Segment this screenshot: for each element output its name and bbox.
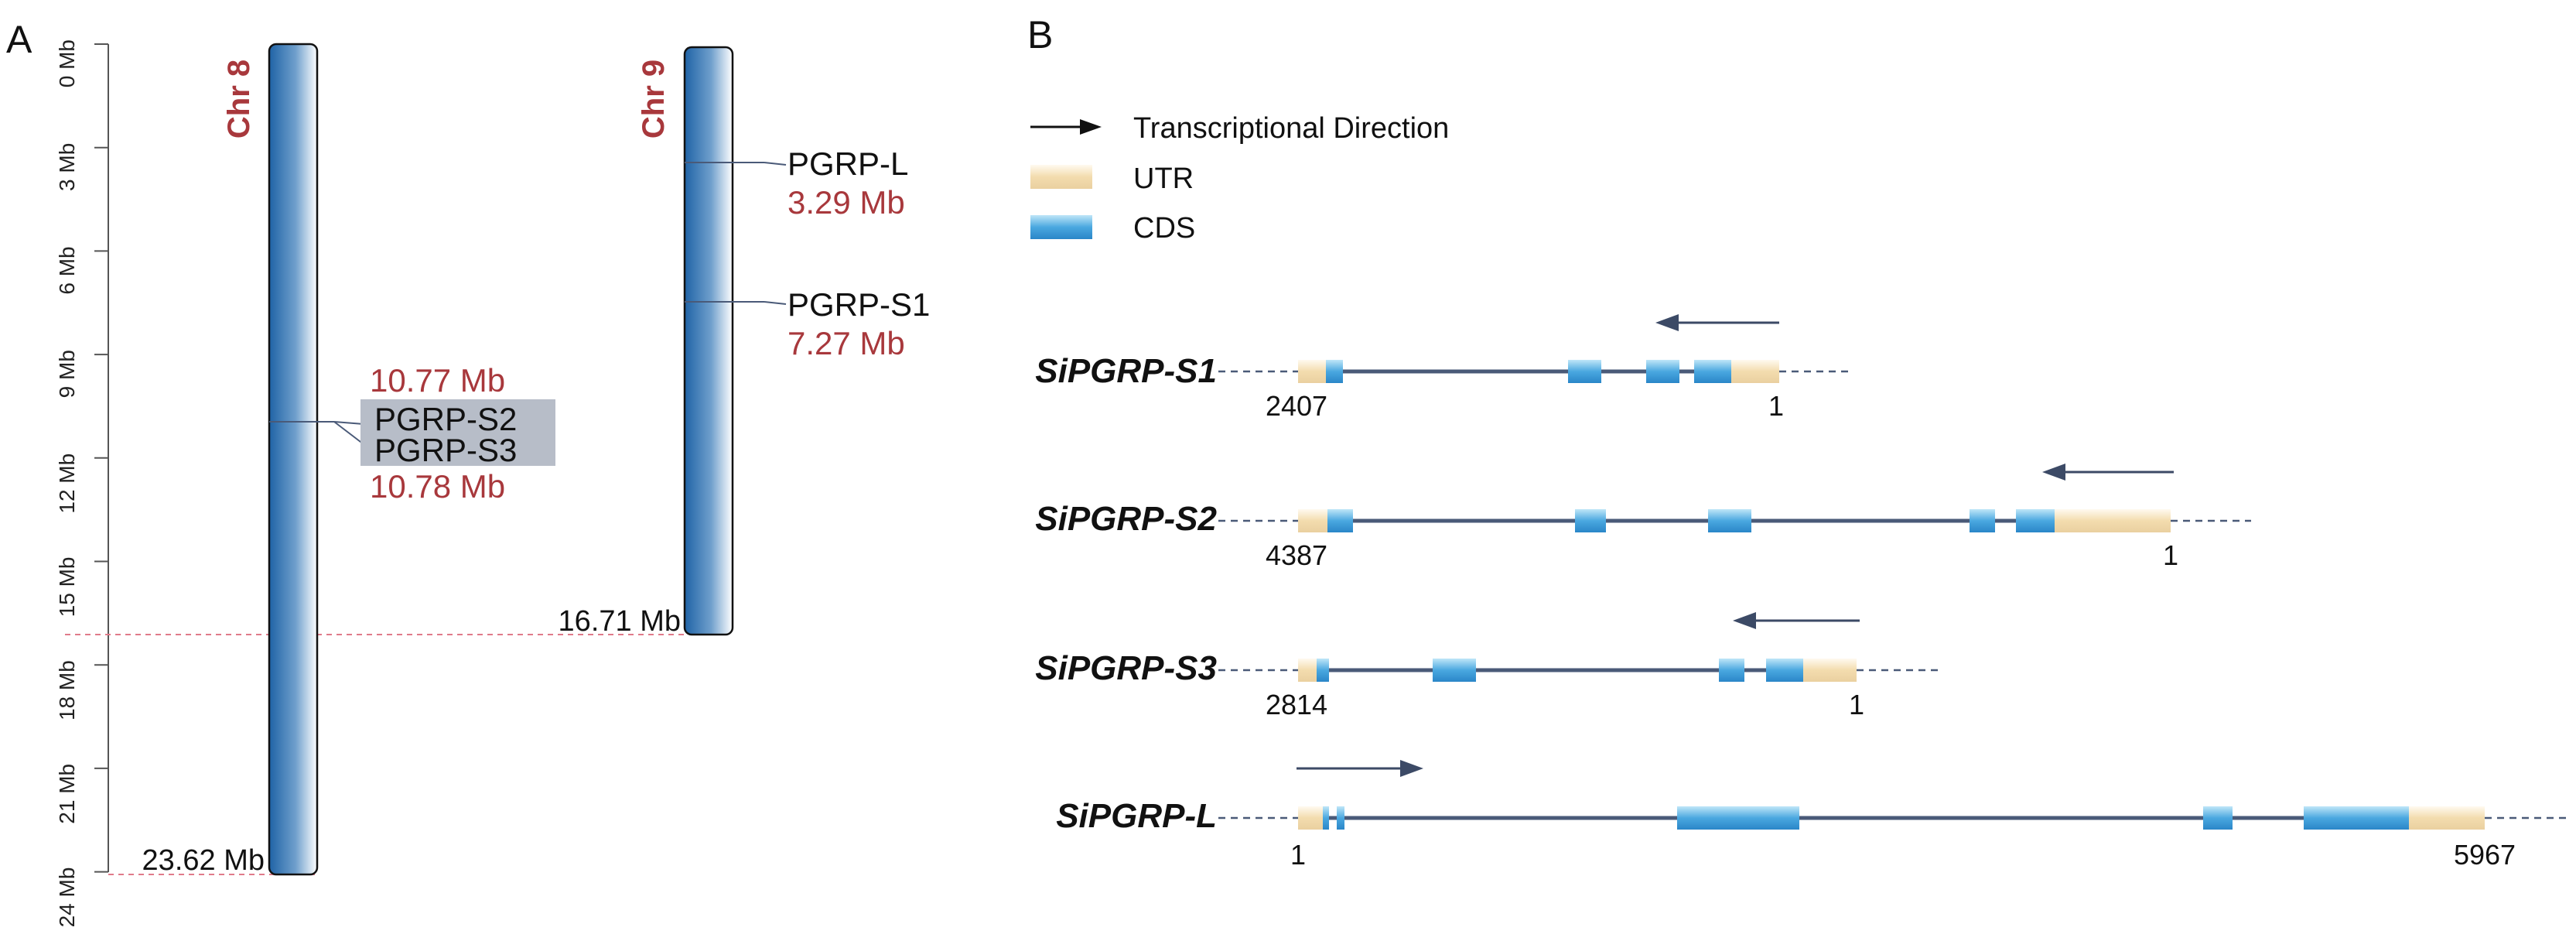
- axis-tick-label: 0 Mb: [55, 39, 79, 87]
- axis-tick-label: 21 Mb: [55, 764, 79, 824]
- chr9-label: Chr 9: [637, 60, 671, 139]
- gene-structure-sipgrp-s1: SiPGRP-S1 2407 1: [1035, 314, 1849, 422]
- end-coordinate: 5967: [2454, 839, 2516, 871]
- gene-position-label: 10.78 Mb: [370, 468, 505, 505]
- cds-block: [1970, 509, 1995, 532]
- cds-block: [1719, 659, 1744, 682]
- arrow-icon: [1080, 119, 1102, 135]
- utr-swatch: [1030, 165, 1092, 189]
- legend-label: Transcriptional Direction: [1133, 112, 1449, 145]
- utr-block: [1298, 360, 1326, 383]
- legend: Transcriptional Direction UTR CDS: [1030, 112, 1449, 245]
- cds-block: [1323, 806, 1329, 830]
- cds-block: [1433, 659, 1476, 682]
- legend-item-utr: UTR: [1030, 163, 1194, 195]
- chr8-bar: [268, 43, 319, 876]
- cds-block: [1317, 659, 1329, 682]
- gene-name-label: PGRP-L: [787, 145, 908, 182]
- cds-block: [1694, 360, 1731, 383]
- start-coordinate: 1: [1290, 839, 1306, 871]
- gene-structure-sipgrp-s3: SiPGRP-S3 2814 1: [1035, 612, 1940, 720]
- direction-arrow: [1400, 760, 1423, 777]
- chr9-bar: [683, 46, 734, 636]
- cds-block: [1568, 360, 1601, 383]
- gene-structure-sipgrp-l: SiPGRP-L 1 5967: [1056, 760, 2568, 871]
- start-coordinate: 2814: [1266, 689, 1327, 720]
- axis-tick-label: 24 Mb: [55, 867, 79, 928]
- gene-highlight-box: [360, 399, 555, 466]
- gene-position-label: 3.29 Mb: [787, 184, 905, 221]
- cds-block: [1327, 509, 1353, 532]
- gene-structure-name: SiPGRP-S2: [1035, 500, 1217, 538]
- cds-block: [1766, 659, 1803, 682]
- cds-swatch: [1030, 215, 1092, 239]
- gene-structure-name: SiPGRP-S1: [1035, 352, 1217, 390]
- direction-arrow: [1655, 314, 1679, 331]
- gene-name-label: PGRP-S2: [374, 401, 517, 437]
- cds-block: [1646, 360, 1679, 383]
- legend-item-cds: CDS: [1030, 212, 1195, 245]
- panel-b-label: B: [1027, 13, 1053, 56]
- gene-name-label: PGRP-S1: [787, 286, 930, 323]
- end-coordinate: 1: [1768, 390, 1784, 422]
- start-coordinate: 4387: [1266, 539, 1327, 571]
- axis-tick-label: 3 Mb: [55, 143, 79, 191]
- axis-tick-label: 12 Mb: [55, 453, 79, 514]
- utr-block: [1731, 360, 1779, 383]
- chr9-gene-callout-pgrp-s1: PGRP-S1 7.27 Mb: [685, 286, 930, 361]
- chromosome-chr8: Chr 8 23.62 Mb: [142, 43, 319, 877]
- cds-block: [1575, 509, 1606, 532]
- utr-block: [1298, 509, 1327, 532]
- axis-tick-label: 15 Mb: [55, 557, 79, 618]
- cds-block: [2304, 806, 2409, 830]
- start-coordinate: 2407: [1266, 390, 1327, 422]
- end-coordinate: 1: [2163, 539, 2178, 571]
- gene-position-label: 10.77 Mb: [370, 362, 505, 399]
- utr-block: [1803, 659, 1857, 682]
- gene-structure-name: SiPGRP-S3: [1035, 649, 1217, 687]
- utr-block: [1298, 806, 1323, 830]
- chr9-gene-callout-pgrp-l: PGRP-L 3.29 Mb: [685, 145, 908, 221]
- direction-arrow: [1733, 612, 1756, 629]
- gene-structure-sipgrp-s2: SiPGRP-S2 4387 1: [1035, 464, 2251, 571]
- legend-label: CDS: [1133, 212, 1195, 245]
- chr8-label: Chr 8: [222, 60, 256, 139]
- legend-label: UTR: [1133, 163, 1194, 195]
- cds-block: [1708, 509, 1751, 532]
- direction-arrow: [2042, 464, 2065, 481]
- chromosome-scale-axis: 0 Mb 3 Mb 6 Mb 9 Mb 12 Mb 15 Mb 18 Mb 21 Mb 24 M…: [55, 39, 109, 928]
- utr-block: [1298, 659, 1317, 682]
- cds-block: [2203, 806, 2233, 830]
- legend-item-direction: Transcriptional Direction: [1030, 112, 1449, 145]
- axis-tick-label: 9 Mb: [55, 350, 79, 398]
- chr8-length-label: 23.62 Mb: [142, 844, 265, 877]
- utr-block: [2055, 509, 2171, 532]
- utr-block: [2409, 806, 2485, 830]
- gene-structure-name: SiPGRP-L: [1056, 797, 1217, 835]
- end-coordinate: 1: [1849, 689, 1864, 720]
- cds-block: [1326, 360, 1343, 383]
- chr8-gene-callout: 10.77 Mb PGRP-S2 PGRP-S3 10.78 Mb: [269, 362, 555, 505]
- chromosome-chr9: Chr 9 16.71 Mb: [559, 46, 734, 638]
- cds-block: [1337, 806, 1344, 830]
- cds-block: [2016, 509, 2055, 532]
- axis-tick-label: 6 Mb: [55, 246, 79, 294]
- panel-a-label: A: [6, 18, 32, 61]
- gene-position-label: 7.27 Mb: [787, 325, 905, 361]
- axis-tick-label: 18 Mb: [55, 660, 79, 720]
- gene-name-label: PGRP-S3: [374, 432, 517, 468]
- chr9-length-label: 16.71 Mb: [559, 605, 681, 638]
- cds-block: [1677, 806, 1799, 830]
